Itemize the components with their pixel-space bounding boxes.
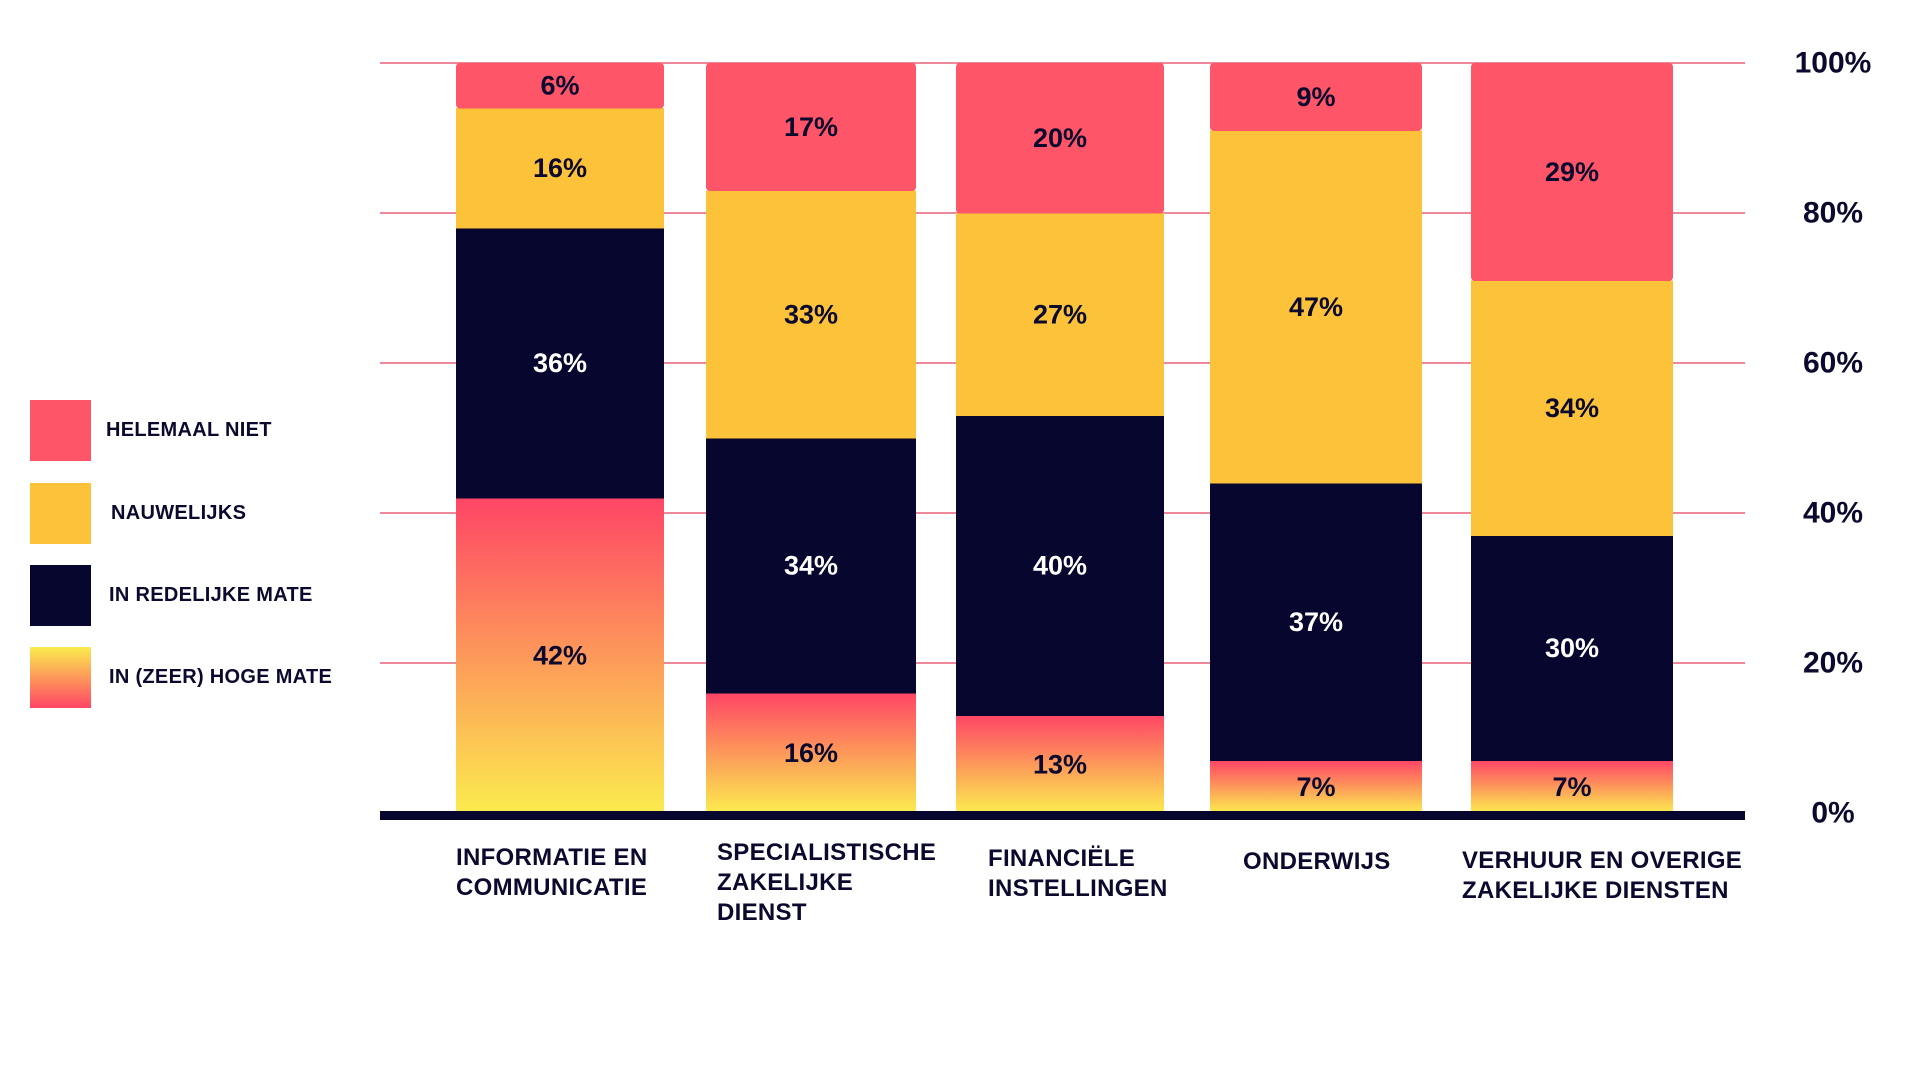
legend-swatch-in-redelijke-mate (30, 565, 91, 626)
legend-swatch-nauwelijks (30, 483, 91, 544)
bar-group-verhuur-en-overige-zakelijke-diensten: 7% 30% 34% 29% (1471, 63, 1673, 813)
bar-segment-hoog-4 (1210, 760, 1422, 813)
data-label-nauwelijks-3: 27% (1033, 299, 1087, 329)
bar-segment-nauwelijks-2 (706, 190, 916, 439)
bar-segment-nauwelijks-3 (956, 213, 1164, 416)
legend-swatch-helemaal-niet (30, 400, 91, 461)
data-label-hoog-3: 13% (1033, 749, 1087, 779)
category-label-4: ONDERWIJS (1243, 848, 1391, 875)
bar-segment-niet-5 (1471, 63, 1673, 281)
data-label-redelijk-3: 40% (1033, 551, 1087, 581)
bar-group-informatie-en-communicatie: 42% 36% 16% 6% (456, 63, 664, 813)
legend-item-in-zeer-hoge-mate: IN (ZEER) HOGE MATE (30, 647, 332, 708)
bar-segment-redelijk-1 (456, 228, 664, 499)
data-label-redelijk-5: 30% (1545, 633, 1599, 663)
category-labels: INFORMATIE EN COMMUNICATIE SPECIALISTISCHE… (456, 839, 1742, 926)
bar-group-specialistische-zakelijke-dienst: 16% 34% 33% 17% (706, 63, 916, 813)
bar-segment-nauwelijks-1 (456, 108, 664, 229)
legend-item-in-redelijke-mate: IN REDELIJKE MATE (30, 565, 313, 626)
category-label-5: VERHUUR EN OVERIGE ZAKELIJKE DIENSTEN (1462, 847, 1742, 904)
bar-segment-niet-3 (956, 63, 1164, 214)
y-tick-label-60: 60% (1803, 347, 1863, 380)
legend-label-in-redelijke-mate: IN REDELIJKE MATE (109, 584, 313, 606)
bar-segment-redelijk-4 (1210, 483, 1422, 761)
legend-label-in-zeer-hoge-mate: IN (ZEER) HOGE MATE (109, 666, 332, 688)
data-label-redelijk-1: 36% (533, 348, 587, 378)
legend-swatch-in-zeer-hoge-mate (30, 647, 91, 708)
bar-group-onderwijs: 7% 37% 47% 9% (1210, 63, 1422, 813)
y-tick-label-100: 100% (1795, 47, 1872, 80)
y-tick-label-80: 80% (1803, 197, 1863, 230)
bar-segment-redelijk-3 (956, 415, 1164, 716)
legend-label-helemaal-niet: HELEMAAL NIET (106, 419, 272, 441)
bar-segment-nauwelijks-5 (1471, 280, 1673, 536)
data-label-niet-4: 9% (1296, 82, 1335, 112)
data-label-hoog-2: 16% (784, 738, 838, 768)
y-tick-label-0: 0% (1811, 797, 1854, 830)
x-axis-line (380, 811, 1745, 820)
x-axis (380, 811, 1745, 820)
legend-item-nauwelijks: NAUWELIJKS (30, 483, 246, 544)
bar-segment-redelijk-2 (706, 438, 916, 694)
data-label-niet-5: 29% (1545, 157, 1599, 187)
bar-segment-redelijk-5 (1471, 535, 1673, 761)
data-label-hoog-4: 7% (1296, 772, 1335, 802)
bar-segment-hoog-1 (456, 498, 664, 813)
category-label-1: INFORMATIE EN COMMUNICATIE (456, 844, 647, 901)
data-label-niet-1: 6% (540, 71, 579, 101)
bar-segment-niet-1 (456, 63, 664, 109)
bars: 42% 36% 16% 6% 16% 34% 33% 17% 13% 40% 27% 20% 7% 37%… (456, 63, 1673, 813)
category-label-3: FINANCIËLE INSTELLINGEN (988, 845, 1168, 902)
data-label-hoog-5: 7% (1552, 772, 1591, 802)
bar-segment-niet-2 (706, 63, 916, 191)
data-label-nauwelijks-1: 16% (533, 153, 587, 183)
bar-segment-hoog-3 (956, 715, 1164, 813)
bar-group-financi-le-instellingen: 13% 40% 27% 20% (956, 63, 1164, 813)
bar-segment-hoog-5 (1471, 760, 1673, 813)
y-tick-label-20: 20% (1803, 647, 1863, 680)
y-axis-ticks: 0% 20% 40% 60% 80% 100% (1795, 47, 1872, 830)
bar-segment-nauwelijks-4 (1210, 130, 1422, 484)
data-label-nauwelijks-4: 47% (1289, 292, 1343, 322)
data-label-hoog-1: 42% (533, 641, 587, 671)
data-label-nauwelijks-2: 33% (784, 299, 838, 329)
data-label-redelijk-4: 37% (1289, 607, 1343, 637)
legend-label-nauwelijks: NAUWELIJKS (111, 502, 246, 524)
data-label-nauwelijks-5: 34% (1545, 393, 1599, 423)
y-tick-label-40: 40% (1803, 497, 1863, 530)
bar-segment-niet-4 (1210, 63, 1422, 131)
data-label-redelijk-2: 34% (784, 551, 838, 581)
data-label-niet-2: 17% (784, 112, 838, 142)
category-label-2: SPECIALISTISCHE ZAKELIJKE DIENST (717, 839, 936, 926)
legend: HELEMAAL NIET NAUWELIJKS IN REDELIJKE MATE… (30, 400, 332, 708)
legend-item-helemaal-niet: HELEMAAL NIET (30, 400, 272, 461)
bar-segment-hoog-2 (706, 693, 916, 813)
data-label-niet-3: 20% (1033, 123, 1087, 153)
